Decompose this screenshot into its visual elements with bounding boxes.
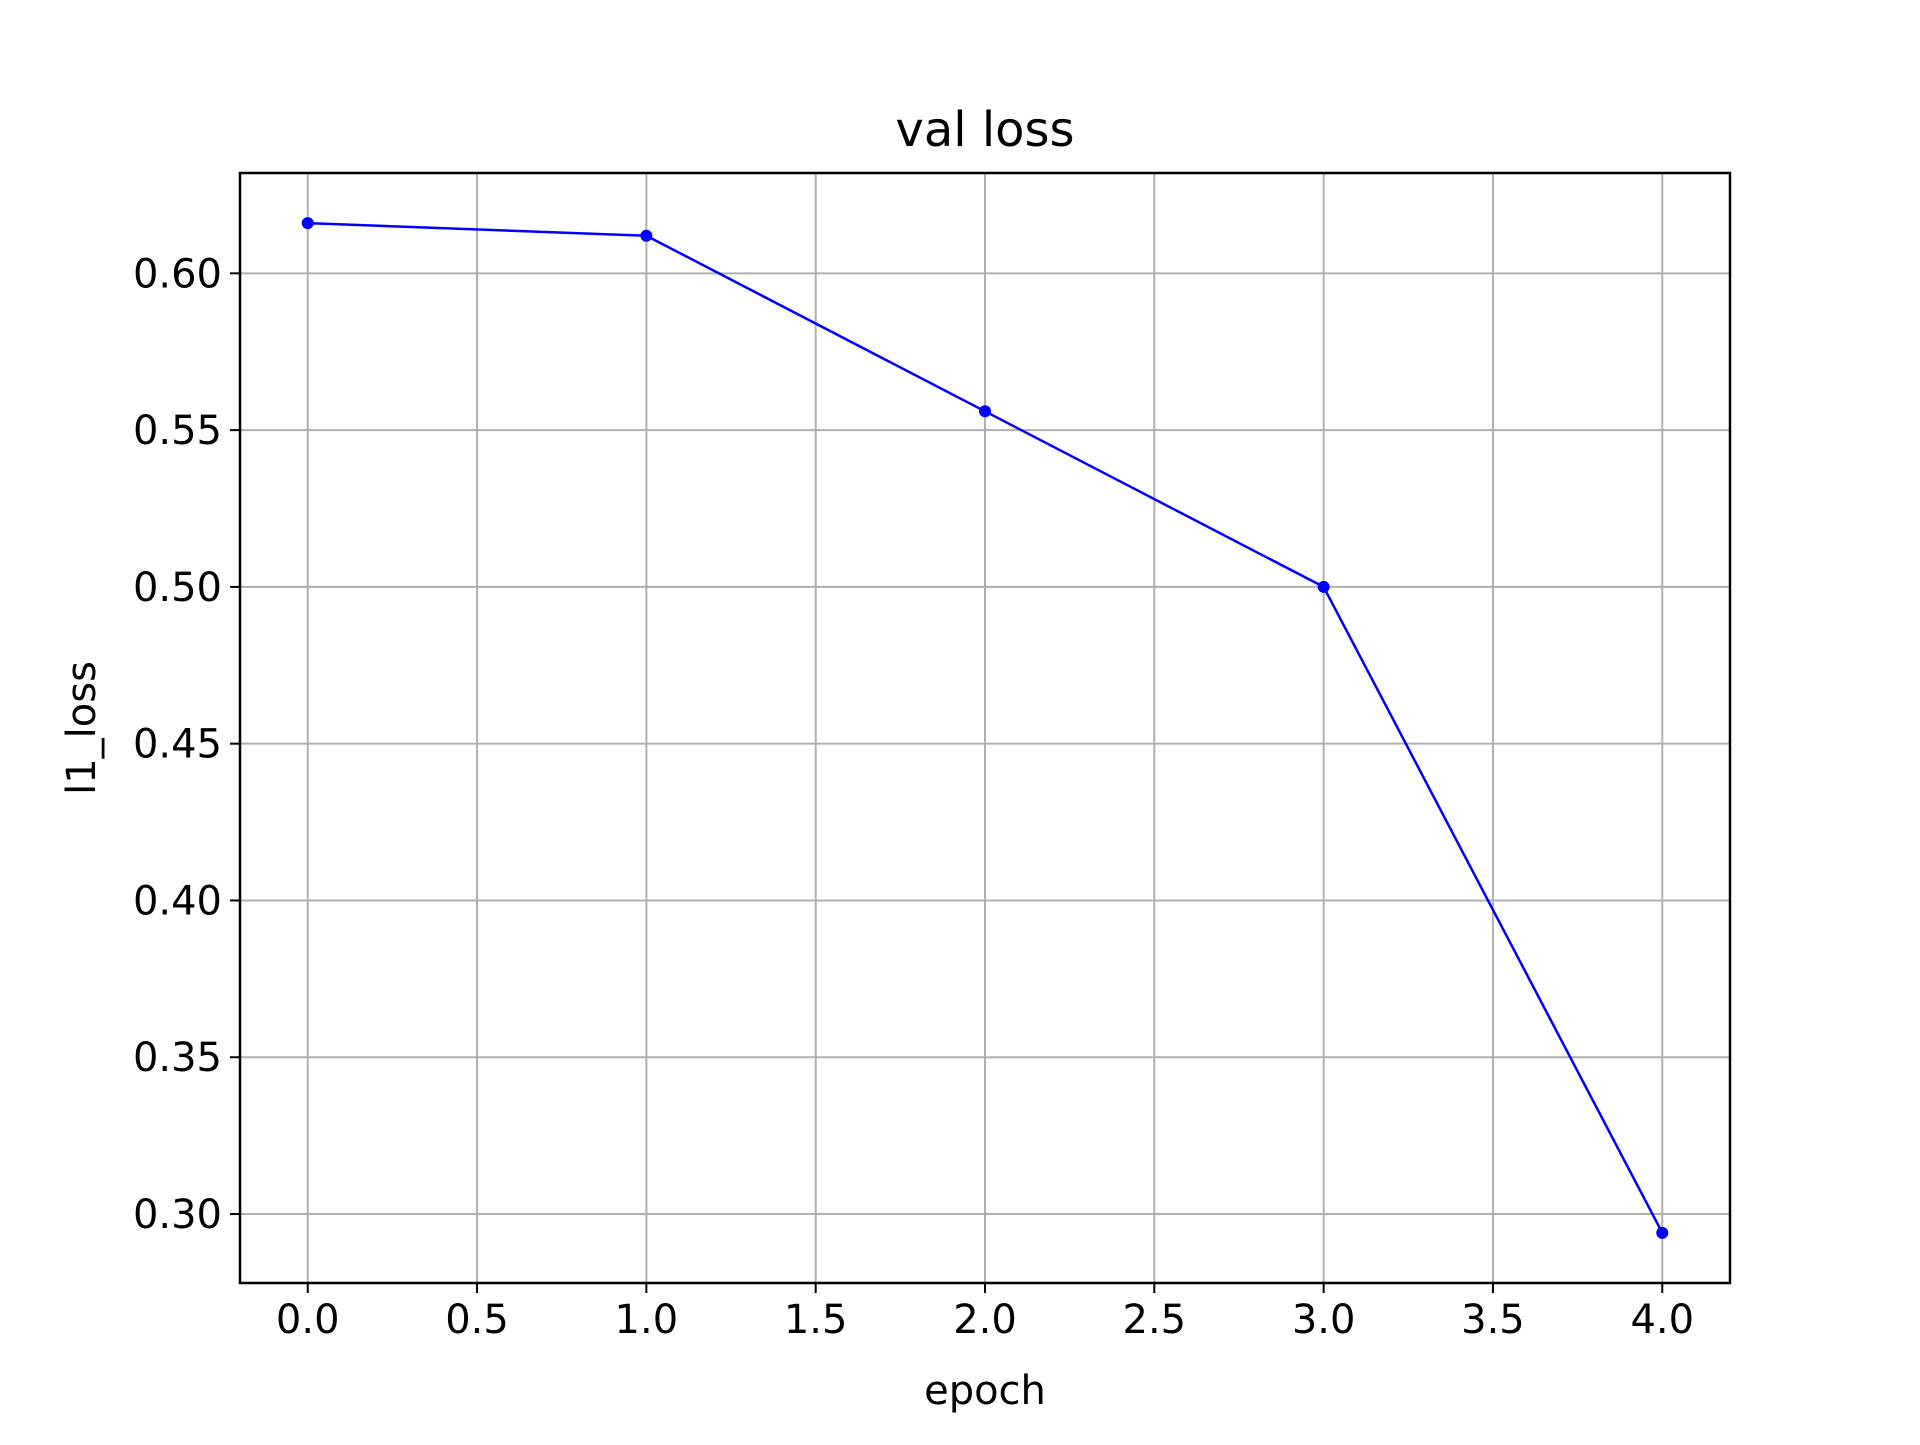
- x-tick-label: 3.5: [1461, 1297, 1525, 1343]
- x-tick-label: 1.0: [615, 1297, 679, 1343]
- y-tick-label: 0.55: [133, 408, 222, 454]
- x-axis: 0.0 0.5 1.0 1.5 2.0 2.5 3.0 3.5 4.0: [276, 1283, 1694, 1343]
- grid: [240, 173, 1730, 1283]
- y-tick-label: 0.60: [133, 251, 222, 297]
- x-tick-label: 0.5: [445, 1297, 509, 1343]
- y-tick-label: 0.50: [133, 565, 222, 611]
- series-layer: [301, 217, 1669, 1239]
- y-tick-label: 0.45: [133, 722, 222, 768]
- data-point: [1656, 1226, 1669, 1239]
- data-point: [1317, 580, 1330, 593]
- data-point: [301, 217, 314, 230]
- y-tick-label: 0.35: [133, 1035, 222, 1081]
- y-tick-label: 0.30: [133, 1192, 222, 1238]
- x-tick-label: 3.0: [1292, 1297, 1356, 1343]
- x-tick-label: 0.0: [276, 1297, 340, 1343]
- y-tick-label: 0.40: [133, 878, 222, 924]
- x-tick-label: 2.5: [1123, 1297, 1187, 1343]
- y-axis-label: l1_loss: [59, 661, 105, 795]
- x-tick-label: 2.0: [953, 1297, 1017, 1343]
- chart-title: val loss: [895, 102, 1074, 158]
- y-axis: 0.30 0.35 0.40 0.45 0.50 0.55 0.60: [133, 251, 240, 1238]
- x-tick-label: 4.0: [1630, 1297, 1694, 1343]
- data-point: [979, 405, 991, 418]
- data-point: [640, 229, 653, 242]
- x-tick-label: 1.5: [784, 1297, 848, 1343]
- x-axis-label: epoch: [924, 1368, 1046, 1414]
